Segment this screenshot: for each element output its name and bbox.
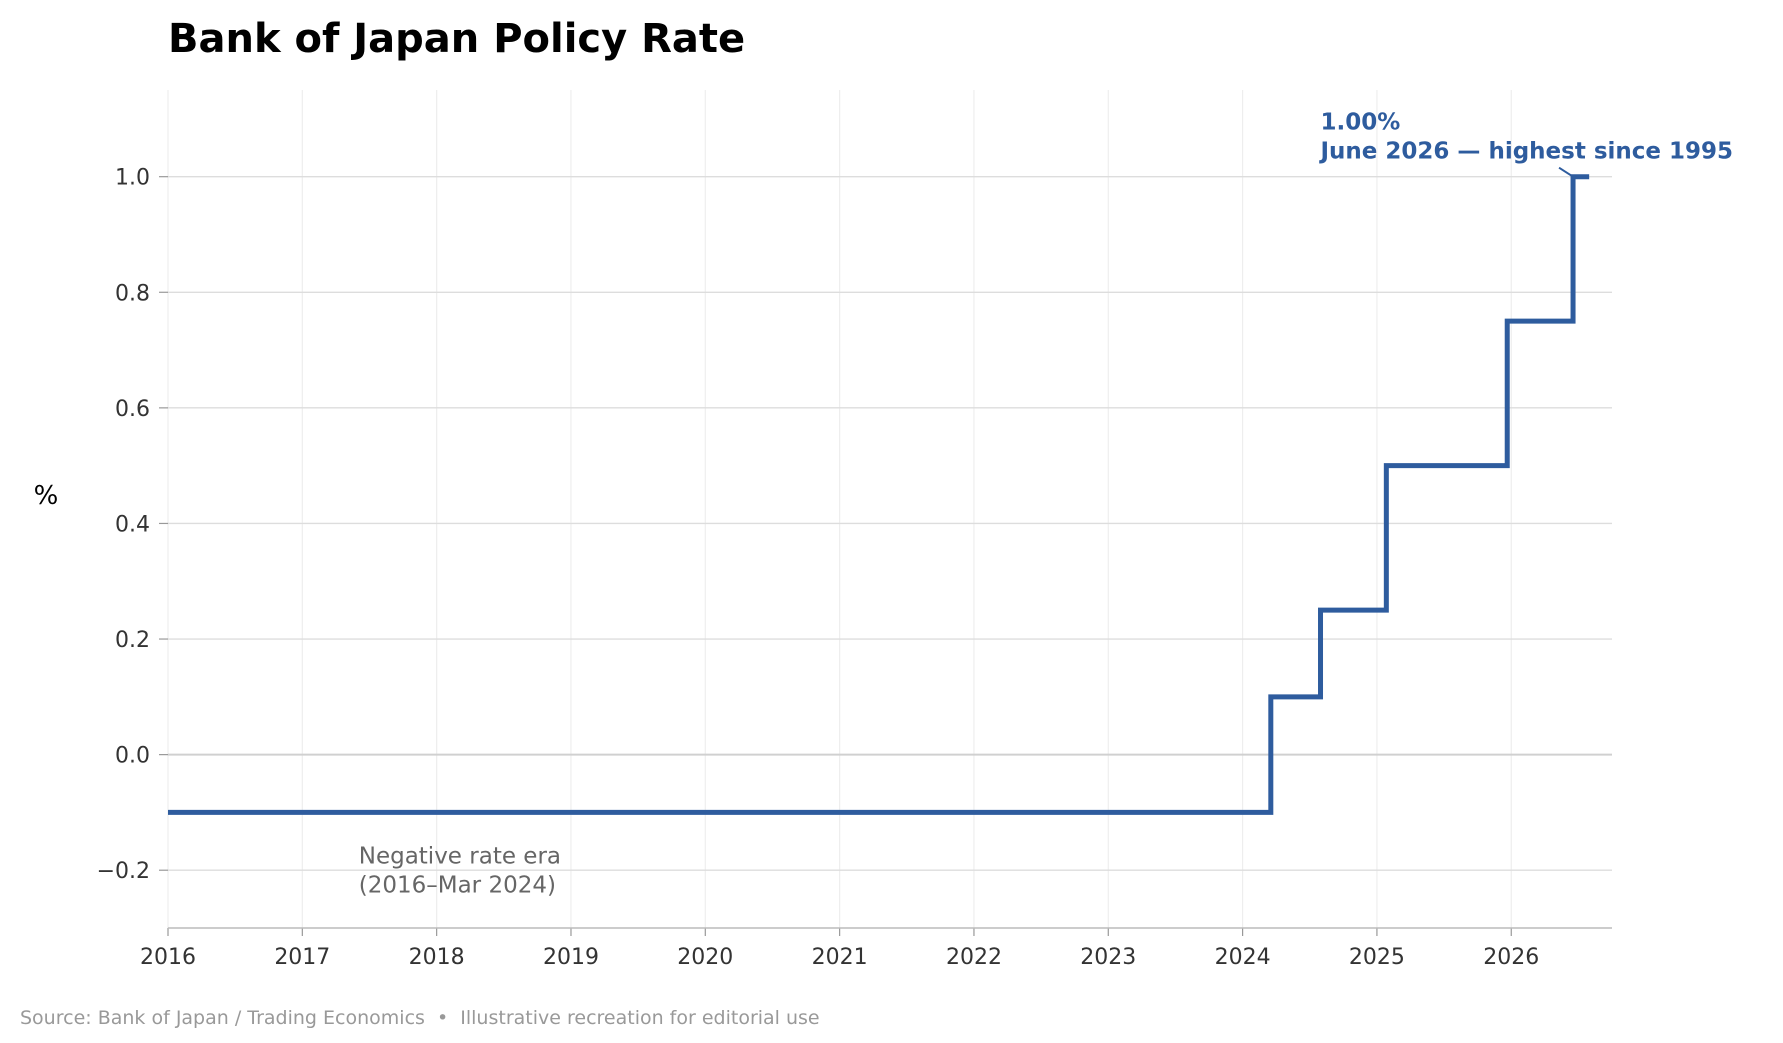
annotation-arrow [1558, 166, 1574, 178]
x-tick-label: 2016 [140, 945, 196, 970]
y-tick-label: −0.2 [97, 859, 150, 884]
annotation-text-line: Negative rate era [359, 844, 561, 870]
y-tick-label: 0.2 [115, 628, 150, 653]
annotation-text-line: June 2026 — highest since 1995 [1319, 139, 1734, 165]
x-tick-label: 2019 [543, 945, 599, 970]
y-tick-label: 0.8 [115, 281, 150, 306]
x-tick-label: 2023 [1080, 945, 1136, 970]
x-tick-label: 2022 [946, 945, 1002, 970]
y-tick-label: 0.6 [115, 397, 150, 422]
annotation-text-line: 1.00% [1321, 110, 1401, 136]
y-tick-label: 0.4 [115, 512, 150, 537]
annotation-text-line: (2016–Mar 2024) [359, 873, 556, 899]
x-tick-label: 2025 [1349, 945, 1405, 970]
source-note: Source: Bank of Japan / Trading Economic… [20, 1007, 820, 1029]
x-tick-label: 2026 [1483, 945, 1539, 970]
y-tick-label: 0.0 [115, 744, 150, 769]
series-layer [168, 174, 1590, 815]
x-tick-label: 2024 [1215, 945, 1271, 970]
y-axis-label: % [34, 481, 59, 511]
policy-rate-series-line [168, 174, 1590, 815]
y-tick-label: 1.0 [115, 166, 150, 191]
x-tick-label: 2020 [677, 945, 733, 970]
peak-annotation: 1.00% June 2026 — highest since 1995 [1319, 110, 1734, 178]
x-tick-label: 2017 [274, 945, 330, 970]
era-annotation: Negative rate era (2016–Mar 2024) [359, 844, 561, 899]
chart-title: Bank of Japan Policy Rate [168, 16, 745, 62]
annotation-layer: 1.00% June 2026 — highest since 1995 Negat… [359, 110, 1733, 899]
axis-layer: 2016 2017 2018 2019 2020 2021 2022 2023 2024 2025… [97, 166, 1612, 970]
x-tick-label: 2018 [409, 945, 465, 970]
grid-layer [167, 90, 1612, 928]
x-tick-label: 2021 [812, 945, 868, 970]
